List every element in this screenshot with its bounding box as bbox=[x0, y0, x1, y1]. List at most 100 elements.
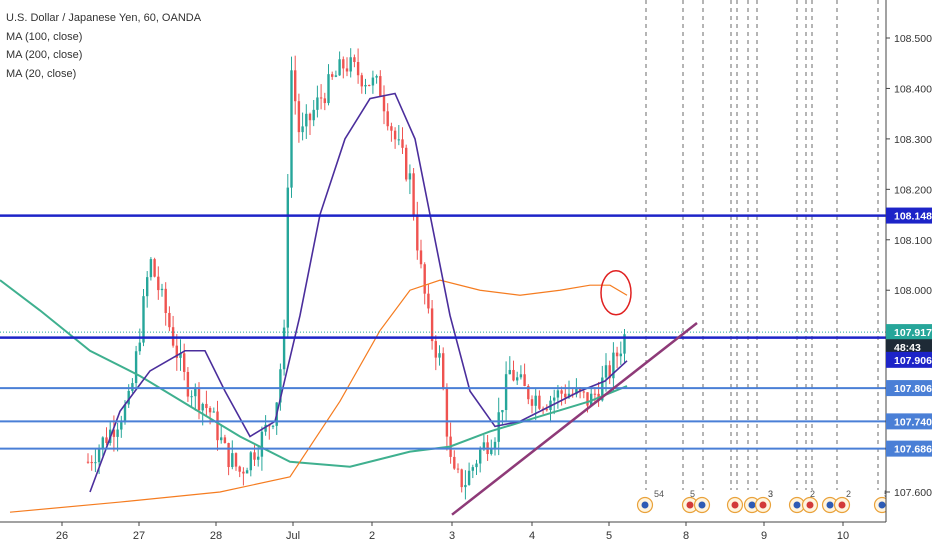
candle-body bbox=[220, 437, 223, 441]
candle-body bbox=[475, 463, 478, 468]
price-tag-2: 48:43 bbox=[894, 342, 921, 354]
candle-body bbox=[405, 147, 408, 180]
candle-body bbox=[297, 101, 301, 133]
y-tick-label-2: 108.300 bbox=[894, 134, 932, 146]
candle-body bbox=[260, 431, 264, 457]
candle-body bbox=[175, 345, 178, 358]
event-marker-count-0: 54 bbox=[654, 489, 664, 499]
candle-body bbox=[294, 70, 297, 102]
ma-20-line bbox=[89, 92, 628, 493]
y-tick-label-1: 108.400 bbox=[894, 83, 932, 95]
candle-body bbox=[120, 422, 123, 430]
candle-body bbox=[608, 365, 611, 379]
candle-body bbox=[575, 388, 578, 395]
candle-body bbox=[312, 109, 315, 121]
x-tick-label-9: 9 bbox=[761, 530, 767, 542]
chart-title: U.S. Dollar / Japanese Yen, 60, OANDA bbox=[6, 12, 202, 24]
candle-body bbox=[227, 443, 230, 468]
event-flag-dot-3 bbox=[731, 501, 739, 509]
candle-body bbox=[553, 397, 556, 401]
price-tag-6: 107.686 bbox=[894, 444, 932, 456]
candle-body bbox=[116, 429, 119, 437]
candle-body bbox=[427, 293, 430, 309]
event-flag-dot-6 bbox=[793, 501, 801, 509]
candle-body bbox=[501, 409, 504, 413]
candle-body bbox=[512, 369, 515, 381]
candle-body bbox=[364, 84, 367, 87]
candle-body bbox=[238, 466, 241, 472]
legend-ma-20[interactable]: MA (20, close) bbox=[6, 67, 77, 80]
candle-body bbox=[408, 173, 412, 180]
candle-body bbox=[131, 383, 134, 391]
x-tick-label-6: 4 bbox=[529, 530, 535, 542]
candle-body bbox=[538, 395, 541, 409]
candle-body bbox=[245, 470, 249, 474]
candle-body bbox=[242, 471, 245, 474]
candle-body bbox=[194, 387, 197, 397]
candle-body bbox=[338, 59, 341, 76]
candle-body bbox=[368, 84, 371, 86]
price-tag-bg-1 bbox=[886, 324, 932, 341]
candle-body bbox=[319, 97, 323, 99]
candle-body bbox=[464, 484, 467, 488]
ma-200-line bbox=[0, 279, 628, 468]
event-flag-dot-0 bbox=[641, 501, 649, 509]
candle-body bbox=[419, 250, 423, 265]
candle-body bbox=[334, 75, 338, 77]
candle-body bbox=[545, 409, 548, 411]
event-flag-dot-7 bbox=[806, 501, 814, 509]
candle-body bbox=[349, 57, 352, 72]
candle-body bbox=[582, 391, 585, 393]
price-tag-bg-5 bbox=[886, 413, 932, 430]
candle-body bbox=[578, 388, 582, 392]
candle-body bbox=[123, 404, 127, 423]
candle-body bbox=[623, 334, 626, 354]
event-flag-dot-2 bbox=[698, 501, 706, 509]
candle-body bbox=[430, 308, 434, 342]
candle-body bbox=[97, 448, 101, 463]
candle-body bbox=[523, 374, 526, 386]
candle-body bbox=[201, 403, 204, 411]
candle-body bbox=[149, 259, 153, 278]
candle-body bbox=[253, 452, 256, 460]
event-marker-count-5: 2 bbox=[846, 489, 851, 499]
candle-body bbox=[460, 469, 463, 488]
red-circle-annotation bbox=[600, 269, 632, 316]
legend-ma-100[interactable]: MA (100, close) bbox=[6, 30, 83, 43]
price-tag-1: 107.917 bbox=[894, 327, 932, 339]
event-marker-count-2: 3 bbox=[768, 489, 773, 499]
event-marker-count-4: 2 bbox=[810, 489, 815, 499]
candle-body bbox=[560, 390, 563, 394]
candle-body bbox=[101, 437, 104, 449]
candle-body bbox=[279, 369, 282, 403]
candle-body bbox=[157, 276, 160, 291]
candle-body bbox=[482, 442, 486, 450]
legend-ma-200[interactable]: MA (200, close) bbox=[6, 49, 83, 61]
y-axis-panel bbox=[886, 0, 932, 550]
candle-body bbox=[205, 403, 208, 409]
y-tick-label-4: 108.100 bbox=[894, 235, 932, 247]
price-tag-bg-0 bbox=[886, 207, 932, 224]
candle-body bbox=[371, 77, 375, 86]
candle-body bbox=[490, 448, 493, 455]
y-tick-label-0: 108.500 bbox=[894, 33, 932, 45]
candle-body bbox=[160, 288, 164, 291]
candle-body bbox=[90, 461, 93, 464]
y-tick-label-6: 107.600 bbox=[894, 487, 932, 499]
price-tag-bg-6 bbox=[886, 440, 932, 457]
price-tag-bg-2 bbox=[886, 339, 932, 356]
candle-body bbox=[379, 76, 382, 97]
candle-body bbox=[516, 377, 519, 381]
price-tag-bg-3 bbox=[886, 351, 932, 368]
candle-body bbox=[208, 408, 212, 413]
candle-body bbox=[138, 342, 141, 352]
candle-body bbox=[375, 76, 378, 78]
candle-body bbox=[127, 390, 130, 405]
candle-body bbox=[393, 130, 397, 140]
candle-body bbox=[146, 277, 149, 297]
price-tag-5: 107.740 bbox=[894, 416, 932, 428]
candle-body bbox=[356, 62, 360, 76]
candle-body bbox=[216, 411, 219, 441]
candle-body bbox=[438, 353, 441, 358]
